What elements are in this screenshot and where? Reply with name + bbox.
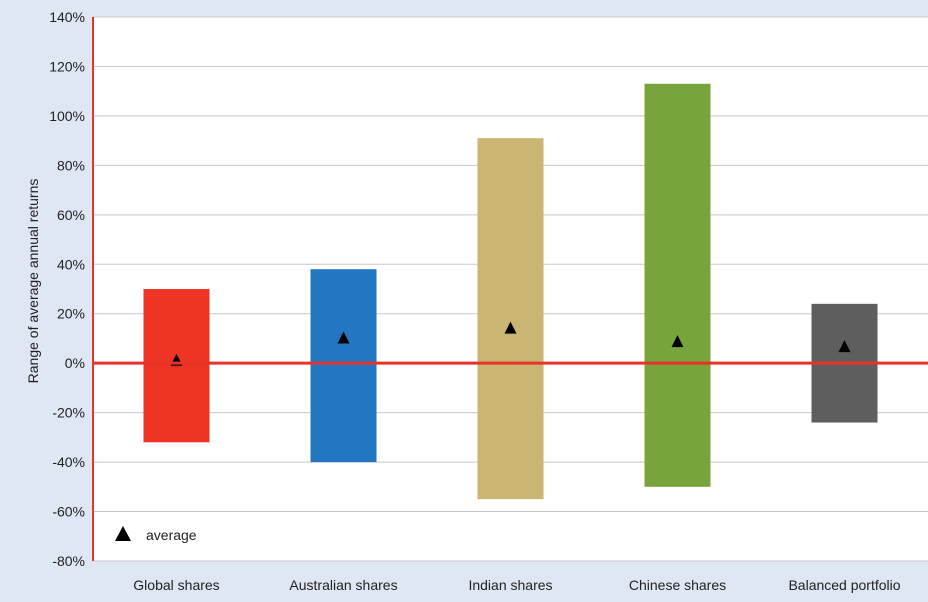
x-tick-label: Indian shares [468,577,552,593]
average-marker [504,321,517,334]
y-tick-label: -20% [52,405,85,421]
y-axis-label: Range of average annual returns [25,179,41,384]
bars [143,83,878,500]
y-tick-label: 0% [65,355,85,371]
legend-label: average [146,527,197,543]
y-tick-label: 120% [49,58,85,74]
y-tick-label: 40% [57,256,85,272]
legend-triangle-icon [115,526,131,541]
range-bar [644,83,711,487]
average-marker [671,335,684,348]
y-tick-label: 140% [49,9,85,25]
y-tick-label: -60% [52,504,85,520]
y-tick-label: 60% [57,207,85,223]
x-tick-label: Global shares [133,577,219,593]
average-marker [838,340,851,353]
y-tick-label: 80% [57,157,85,173]
x-tick-label: Balanced portfolio [788,577,900,593]
y-tick-label: -40% [52,454,85,470]
x-tick-label: Chinese shares [629,577,726,593]
y-tick-label: 100% [49,108,85,124]
range-bar [310,269,377,463]
average-marker [337,331,350,344]
y-tick-label: -80% [52,553,85,569]
x-tick-label: Australian shares [289,577,397,593]
range-bar [477,138,544,500]
x-tick-labels: Global shares Australian shares Indian sha… [133,577,900,593]
legend: average [115,526,197,543]
y-tick-labels: -80% -60% -40% -20% 0% 20% 40% 60% 80% 100% 120% 14… [49,9,85,569]
y-tick-label: 20% [57,306,85,322]
